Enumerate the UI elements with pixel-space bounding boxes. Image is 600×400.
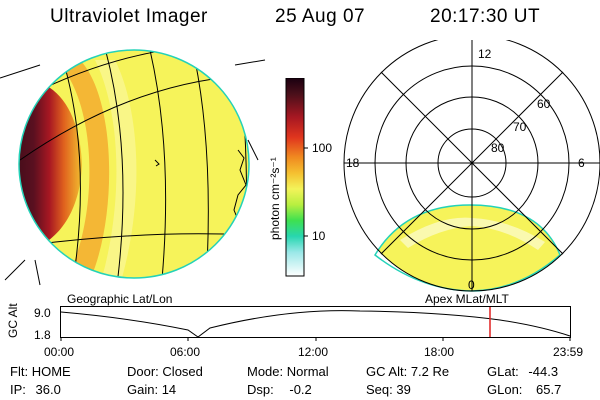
mode-label: Mode:	[247, 364, 284, 379]
seq-value: 39	[396, 382, 411, 397]
glat-value: -44.3	[528, 364, 559, 379]
altitude-xtick-0000: 00:00	[44, 345, 75, 359]
door-label: Door:	[127, 364, 159, 379]
geographic-image-panel	[0, 49, 266, 286]
status-glon: GLon: 65.7	[487, 382, 561, 397]
status-mode: Mode: Normal	[247, 364, 329, 379]
mlt-label-6: 6	[578, 156, 585, 170]
mlat-label-70: 70	[513, 120, 527, 134]
mlt-label-12: 12	[478, 47, 492, 61]
polar-plot	[343, 40, 600, 292]
mlat-label-80: 80	[491, 141, 505, 155]
status-gcalt: GC Alt: 7.2 Re	[366, 364, 449, 379]
ip-label: IP:	[10, 382, 26, 397]
colorbar-tick-100: 100	[312, 141, 333, 155]
door-value: Closed	[162, 364, 203, 379]
flt-value: HOME	[31, 364, 71, 379]
colorbar-unit-label: photon cm⁻²s⁻¹	[268, 157, 282, 240]
status-gain: Gain: 14	[127, 382, 176, 397]
instrument-title: Ultraviolet Imager	[50, 6, 208, 27]
mode-value: Normal	[286, 364, 329, 379]
mlat-label-60: 60	[537, 97, 551, 111]
dsp-label: Dsp:	[247, 382, 274, 397]
altitude-ylabel: GC Alt	[6, 303, 20, 338]
header-date: 25 Aug 07	[275, 6, 366, 27]
altitude-ytick-min: 1.8	[34, 328, 51, 342]
header-time: 20:17:30 UT	[430, 6, 541, 27]
gain-label: Gain:	[127, 382, 159, 397]
glat-label: GLat:	[487, 364, 519, 379]
glon-value: 65.7	[536, 382, 562, 397]
colorbar-tick-10: 10	[312, 229, 326, 243]
status-flt: Flt: HOME	[10, 364, 71, 379]
status-seq: Seq: 39	[366, 382, 411, 397]
altitude-xtick-1200: 12:00	[298, 345, 329, 359]
altitude-xtick-0600: 06:00	[170, 345, 201, 359]
ip-value: 36.0	[35, 382, 61, 397]
altitude-xtick-1800: 18:00	[424, 345, 455, 359]
polar-caption: Apex MLat/MLT	[425, 292, 509, 306]
status-door: Door: Closed	[127, 364, 203, 379]
flt-label: Flt:	[10, 364, 29, 379]
disk-outline	[18, 49, 250, 279]
mlt-label-18: 18	[346, 156, 360, 170]
dsp-value: -0.2	[289, 382, 312, 397]
geographic-caption: Geographic Lat/Lon	[67, 292, 173, 306]
altitude-ytick-max: 9.0	[34, 306, 51, 320]
glon-label: GLon:	[487, 382, 523, 397]
status-ip: IP: 36.0	[10, 382, 61, 397]
altitude-xtick-2359: 23:59	[553, 345, 584, 359]
altitude-plot	[60, 306, 571, 341]
altitude-curve	[60, 310, 571, 338]
gain-value: 14	[161, 382, 177, 397]
status-glat: GLat: -44.3	[487, 364, 558, 379]
status-dsp: Dsp: -0.2	[247, 382, 312, 397]
colorbar	[285, 78, 308, 277]
seq-label: Seq:	[366, 382, 393, 397]
mlt-label-0: 0	[468, 278, 475, 292]
gcalt-label: GC Alt:	[366, 364, 408, 379]
gcalt-value: 7.2 Re	[410, 364, 450, 379]
